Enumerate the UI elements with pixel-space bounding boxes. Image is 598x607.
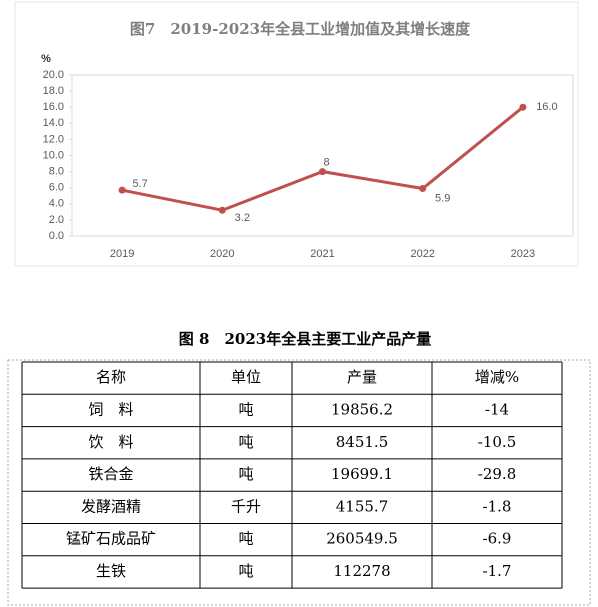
y-tick-label: 0.0 [49, 230, 64, 242]
table-cell: 吨 [238, 433, 253, 451]
table-cell: -29.8 [478, 465, 516, 483]
x-tick-label: 2020 [210, 248, 234, 260]
table-cell: 吨 [238, 400, 253, 418]
table-cell: -1.7 [483, 562, 512, 580]
chart-title: 图7 2019-2023年全县工业增加值及其增长速度 [130, 20, 471, 38]
table-cell: 260549.5 [326, 530, 398, 548]
table-cell: 铁合金 [88, 465, 133, 483]
table-cell: 饲 料 [88, 400, 133, 418]
y-tick-label: 18.0 [43, 85, 64, 97]
data-label: 16.0 [536, 101, 557, 113]
table-cell: 饮 料 [88, 433, 133, 451]
y-tick-label: 2.0 [49, 214, 64, 226]
y-tick-label: 12.0 [43, 133, 64, 145]
header-cell: 产量 [347, 368, 377, 386]
point [519, 103, 527, 111]
table-cell: 锰矿石成品矿 [66, 530, 156, 548]
y-tick-label: 6.0 [49, 182, 64, 194]
data-label: 8 [323, 157, 329, 169]
point [118, 186, 126, 194]
table-cell: 19699.1 [331, 465, 393, 483]
header-cell: 名称 [96, 368, 126, 386]
y-tick-label: 14.0 [43, 117, 64, 129]
table-frame [7, 359, 591, 606]
header-cell: 单位 [231, 368, 261, 386]
table-cell: 19856.2 [331, 400, 393, 418]
x-tick-label: 2019 [110, 248, 134, 260]
y-axis-label: % [41, 53, 51, 65]
point [218, 206, 226, 214]
table-cell: 吨 [238, 465, 253, 483]
table-title: 图 8 2023年全县主要工业产品产量 [179, 330, 431, 348]
data-label: 5.9 [435, 192, 450, 204]
table-cell: -6.9 [483, 530, 512, 548]
point [319, 168, 326, 176]
table-cell: 生铁 [96, 562, 126, 580]
table-cell: 112278 [333, 562, 390, 580]
x-tick-label: 2022 [410, 248, 434, 260]
table-cell: 千升 [231, 497, 261, 515]
y-tick-label: 8.0 [49, 166, 64, 178]
y-tick-label: 10.0 [43, 149, 64, 161]
chart-frame [14, 1, 579, 267]
y-tick-label: 20.0 [43, 69, 64, 81]
point [419, 185, 427, 193]
y-tick-label: 16.0 [43, 101, 64, 113]
table-cell: 发酵酒精 [81, 497, 141, 515]
table-cell: 4155.7 [336, 497, 389, 515]
x-tick-label: 2023 [511, 248, 535, 260]
table-cell: -10.5 [478, 433, 516, 451]
x-tick-label: 2021 [310, 248, 334, 260]
table-cell: -1.8 [483, 497, 512, 515]
data-label: 5.7 [132, 178, 147, 190]
table-cell: 吨 [238, 530, 253, 548]
table-cell: 8451.5 [336, 433, 389, 451]
table-cell: 吨 [238, 562, 253, 580]
header-cell: 增减% [475, 368, 519, 386]
data-label: 3.2 [235, 212, 250, 224]
y-tick-label: 4.0 [49, 198, 64, 210]
table-cell: -14 [485, 400, 509, 418]
